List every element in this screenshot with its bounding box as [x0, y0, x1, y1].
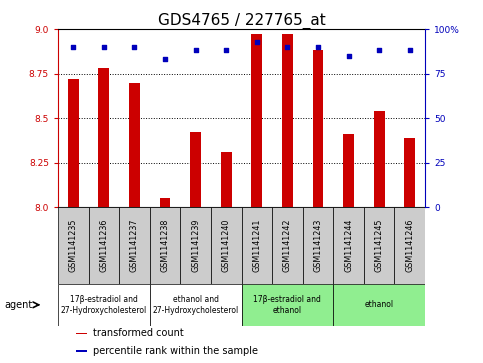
Bar [395, 207, 425, 284]
Point [284, 44, 291, 50]
Bar [68, 79, 79, 207]
Bar [88, 207, 119, 284]
Bar [119, 207, 150, 284]
Text: GSM1141237: GSM1141237 [130, 219, 139, 272]
Text: percentile rank within the sample: percentile rank within the sample [93, 346, 258, 356]
Text: 17β-estradiol and
ethanol: 17β-estradiol and ethanol [254, 295, 321, 314]
Text: GSM1141245: GSM1141245 [375, 219, 384, 272]
Bar [99, 68, 109, 207]
Text: GSM1141240: GSM1141240 [222, 219, 231, 272]
Bar [150, 284, 242, 326]
Text: 17β-estradiol and
27-Hydroxycholesterol: 17β-estradiol and 27-Hydroxycholesterol [61, 295, 147, 314]
Text: GSM1141244: GSM1141244 [344, 219, 353, 272]
Text: GSM1141242: GSM1141242 [283, 219, 292, 272]
Point [222, 48, 230, 53]
Bar [242, 284, 333, 326]
Bar [364, 207, 395, 284]
Bar [190, 132, 201, 207]
Bar [272, 207, 303, 284]
Bar [58, 284, 150, 326]
Text: ethanol and
27-Hydroxycholesterol: ethanol and 27-Hydroxycholesterol [153, 295, 239, 314]
Point [70, 44, 77, 50]
Bar [313, 50, 323, 207]
Point [314, 44, 322, 50]
Bar [333, 284, 425, 326]
Bar [58, 207, 88, 284]
Text: GSM1141236: GSM1141236 [99, 219, 108, 272]
Text: transformed count: transformed count [93, 329, 184, 338]
Bar [76, 333, 87, 334]
Text: GSM1141235: GSM1141235 [69, 219, 78, 272]
Bar [404, 138, 415, 207]
Point [161, 56, 169, 62]
Text: GSM1141238: GSM1141238 [160, 219, 170, 272]
Text: ethanol: ethanol [365, 300, 394, 309]
Bar [374, 111, 384, 207]
Point [406, 48, 413, 53]
Bar [333, 207, 364, 284]
Bar [76, 350, 87, 352]
Point [375, 48, 383, 53]
Bar [343, 134, 354, 207]
Text: GSM1141246: GSM1141246 [405, 219, 414, 272]
Point [130, 44, 138, 50]
Title: GDS4765 / 227765_at: GDS4765 / 227765_at [157, 13, 326, 29]
Text: GSM1141239: GSM1141239 [191, 219, 200, 272]
Text: GSM1141243: GSM1141243 [313, 219, 323, 272]
Bar [252, 34, 262, 207]
Bar [160, 198, 170, 207]
Bar [303, 207, 333, 284]
Point [253, 38, 261, 44]
Bar [282, 34, 293, 207]
Point [345, 53, 353, 59]
Bar [242, 207, 272, 284]
Text: agent: agent [4, 300, 32, 310]
Bar [211, 207, 242, 284]
Point [100, 44, 108, 50]
Bar [129, 82, 140, 207]
Bar [150, 207, 180, 284]
Text: GSM1141241: GSM1141241 [252, 219, 261, 272]
Bar [180, 207, 211, 284]
Point [192, 48, 199, 53]
Bar [221, 152, 231, 207]
